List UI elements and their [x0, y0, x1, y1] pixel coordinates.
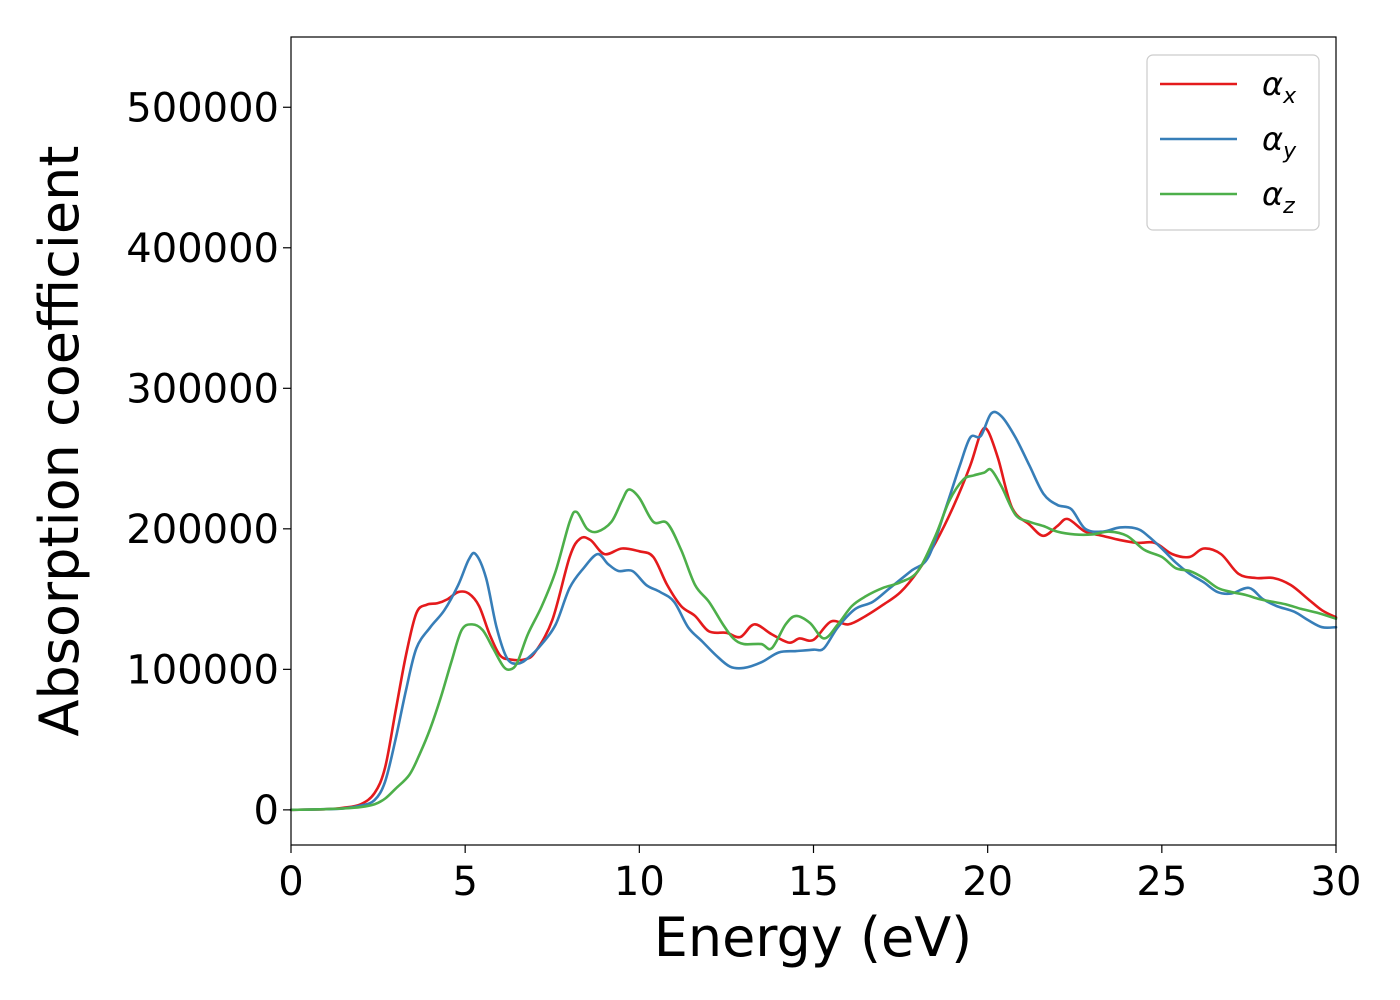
legend-symbol: α: [1262, 65, 1283, 103]
x-axis-ticks: 0 5 10 15 20 25 30: [278, 845, 1361, 905]
x-tick-label: 15: [788, 859, 839, 905]
x-tick-label: 25: [1136, 859, 1187, 905]
x-tick-label: 30: [1311, 859, 1362, 905]
y-axis-label: Absorption coefficient: [28, 146, 91, 737]
legend-subscript: z: [1282, 194, 1295, 219]
y-tick-label: 400000: [126, 226, 279, 272]
legend-subscript: x: [1282, 84, 1297, 109]
series-line-y: [289, 410, 1338, 812]
y-tick-label: 100000: [126, 647, 279, 693]
series-layer: [289, 410, 1338, 812]
series-line-x: [289, 426, 1338, 812]
legend-symbol: α: [1262, 120, 1283, 158]
x-tick-label: 0: [278, 859, 303, 905]
y-tick-label: 0: [254, 788, 279, 834]
y-axis-ticks: 0 100000 200000 300000 400000 500000: [126, 85, 291, 834]
y-tick-label: 300000: [126, 366, 279, 412]
legend-label-x: αx: [1262, 65, 1297, 109]
plot-frame: [290, 36, 1337, 846]
x-tick-label: 10: [614, 859, 665, 905]
legend-symbol: α: [1262, 175, 1283, 213]
y-tick-label: 200000: [126, 507, 279, 553]
legend-label-y: αy: [1262, 120, 1297, 164]
x-tick-label: 5: [452, 859, 477, 905]
legend-label-z: αz: [1262, 175, 1295, 219]
y-tick-label: 500000: [126, 85, 279, 131]
x-axis-label: Energy (eV): [654, 906, 973, 969]
legend-subscript: y: [1282, 139, 1297, 164]
legend-box: [1146, 54, 1320, 231]
series-line-z: [289, 467, 1338, 812]
x-tick-label: 20: [962, 859, 1013, 905]
